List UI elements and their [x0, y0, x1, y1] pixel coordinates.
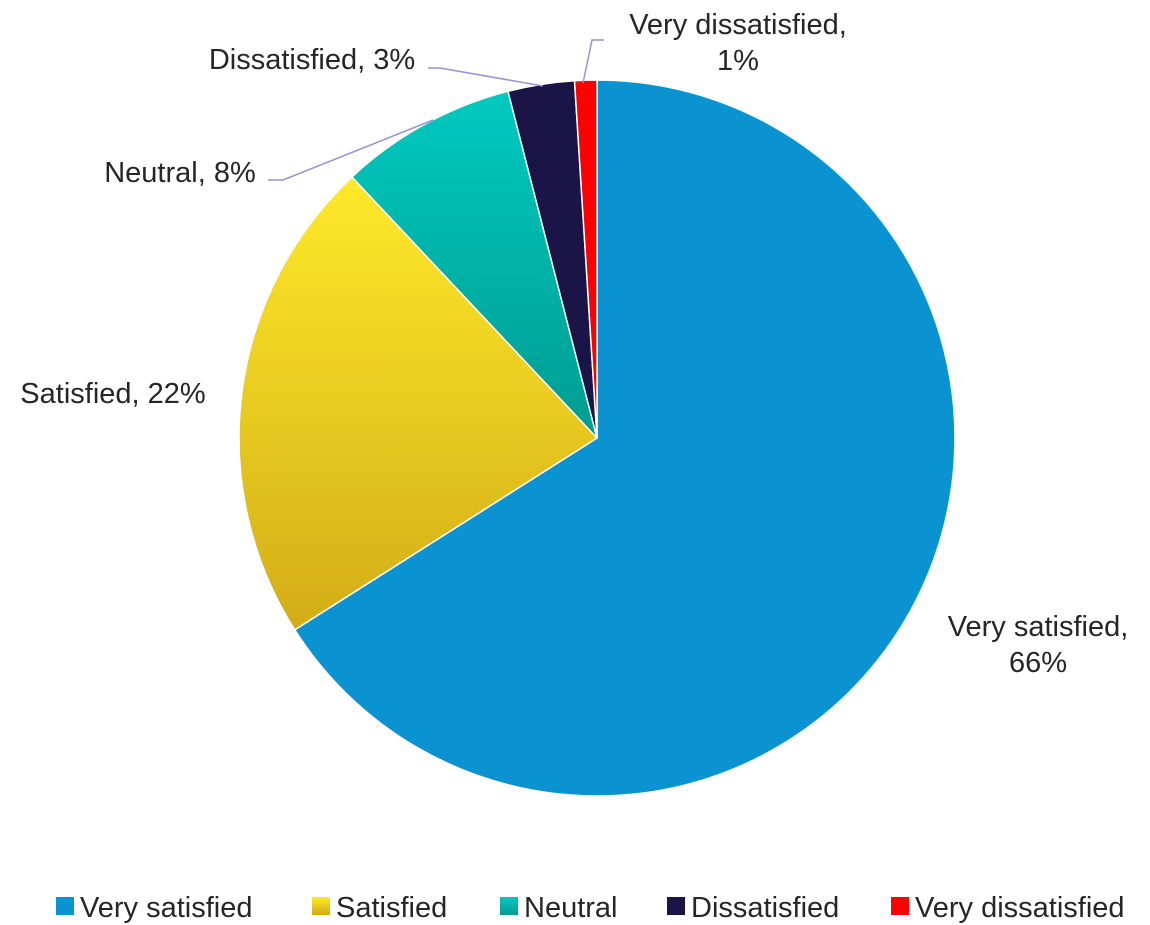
legend-label-satisfied: Satisfied	[336, 892, 447, 924]
legend-swatch-neutral	[500, 897, 518, 915]
legend-swatch-very-satisfied	[56, 897, 74, 915]
leader-line-very-dissatisfied	[583, 40, 604, 83]
legend-label-neutral: Neutral	[524, 892, 618, 924]
legend-swatch-satisfied	[312, 897, 330, 915]
legend-swatch-dissatisfied	[667, 897, 685, 915]
legend-item-neutral: Neutral	[500, 892, 618, 924]
data-label-dissatisfied: Dissatisfied, 3%	[209, 44, 415, 76]
legend-item-dissatisfied: Dissatisfied	[667, 892, 839, 924]
data-label-very-satisfied: Very satisfied, 66%	[948, 611, 1129, 679]
data-label-very-dissatisfied: Very dissatisfied, 1%	[629, 9, 847, 77]
legend-label-dissatisfied: Dissatisfied	[691, 892, 839, 924]
data-label-neutral: Neutral, 8%	[104, 157, 256, 189]
legend-label-very-satisfied: Very satisfied	[80, 892, 252, 924]
legend-swatch-very-dissatisfied	[891, 897, 909, 915]
legend-label-very-dissatisfied: Very dissatisfied	[915, 892, 1125, 924]
legend-item-satisfied: Satisfied	[312, 892, 447, 924]
legend-item-very-satisfied: Very satisfied	[56, 892, 252, 924]
leader-line-dissatisfied	[428, 68, 543, 86]
legend-item-very-dissatisfied: Very dissatisfied	[891, 892, 1125, 924]
data-label-satisfied: Satisfied, 22%	[20, 378, 205, 410]
